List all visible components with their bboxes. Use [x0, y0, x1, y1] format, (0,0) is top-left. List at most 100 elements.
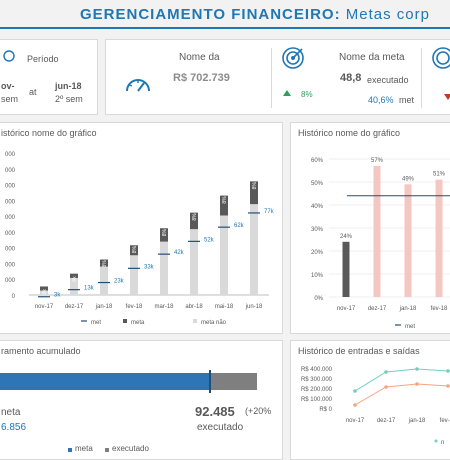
y-tick-label: 000 [5, 215, 16, 221]
bar [342, 241, 350, 297]
bar-stack-label: 8% [252, 182, 258, 190]
y-tick-label: 60% [311, 158, 324, 164]
kpi-goal-pct-right-suffix: met [399, 95, 415, 105]
x-tick-label: mai-18 [215, 304, 234, 310]
x-tick-label: fev-18 [126, 304, 143, 310]
bar-meta [190, 212, 198, 230]
x-tick-label: mar-18 [154, 304, 174, 310]
title-underline [0, 27, 450, 29]
series-point [446, 369, 450, 373]
progress-pct: (+20% [245, 406, 272, 416]
bar-meta-nao [250, 181, 258, 295]
calendar-icon [3, 50, 15, 62]
x-tick-label: dez-17 [368, 306, 387, 312]
kpi-goal-executed-label: executado [367, 75, 409, 85]
bar-meta [100, 259, 108, 267]
bar-stack-label: 8k [42, 289, 48, 295]
right-bar-chart: 0% 10% 20% 30% 40% 50% 60% 24% nov-17 57% dez-17 49… [311, 158, 450, 330]
period-from-bottom[interactable]: sem [1, 94, 19, 104]
kpi-goal-pct-right: 40,6% [368, 95, 394, 105]
series-point [415, 382, 419, 386]
bar-data-label: 52k [204, 237, 215, 243]
y-tick-label: 50% [311, 181, 324, 187]
y-tick-label: 000 [5, 199, 16, 205]
y-tick-label: R$ 200.000 [301, 387, 333, 393]
bar-value-label: 24% [340, 234, 353, 240]
legend-label: met [91, 320, 101, 326]
kpi-divider-2 [421, 48, 422, 108]
period-connector: at [29, 87, 37, 97]
bar-meta-nao [190, 212, 198, 295]
y-tick-label: 000 [5, 184, 16, 190]
bar-stack-label: 8% [192, 213, 198, 221]
legend-label: n [441, 440, 444, 446]
bar-data-label: 3k [54, 293, 61, 299]
x-tick-label: nov-17 [337, 306, 356, 312]
bar-meta [40, 286, 48, 291]
left-chart-panel: istórico nome do gráfico 0 000 000 000 000 00… [0, 122, 283, 334]
y-tick-label: R$ 300.000 [301, 377, 333, 383]
x-tick-label: jan-18 [408, 418, 426, 424]
legend-executed-label: executado [112, 444, 149, 453]
kpi-main-value: R$ 702.739 [173, 72, 230, 84]
legend-swatch [434, 439, 438, 443]
bar-value-label: 57% [371, 158, 384, 164]
period-label: Período [27, 54, 59, 64]
y-tick-label: 000 [5, 247, 16, 253]
progress-meta-label: neta [1, 407, 21, 418]
page-title-light: Metas corp [345, 6, 430, 23]
progress-meta-value: 6.856 [1, 422, 27, 433]
y-tick-label: 10% [311, 273, 324, 279]
bar-stack-label: 8k [72, 276, 78, 282]
legend-label: meta [131, 320, 145, 326]
x-tick-label: nov-17 [35, 304, 54, 310]
bar-meta [130, 245, 138, 256]
x-tick-label: jan-18 [399, 306, 417, 312]
down-arrow-icon [444, 94, 450, 100]
progress-fill [0, 373, 210, 390]
target-icon [282, 47, 304, 69]
y-tick-label: 0 [12, 294, 16, 300]
y-tick-label: 000 [5, 168, 16, 174]
up-arrow-icon [283, 90, 291, 96]
x-tick-label: nov-17 [346, 418, 365, 424]
legend-executed-swatch [105, 448, 109, 452]
bar-data-label: 23k [114, 279, 125, 285]
series-point [353, 389, 357, 393]
kpi-goal-pct-left: 8% [301, 90, 313, 99]
x-tick-label: jun-18 [245, 304, 263, 310]
legend-label: meta não [201, 320, 227, 326]
y-tick-label: R$ 0 [319, 407, 332, 413]
kpi-main-name: Nome da [179, 52, 220, 63]
progress-executed-value: 92.485 [195, 404, 235, 419]
period-to-top[interactable]: jun-18 [55, 81, 82, 91]
kpi-divider [271, 48, 272, 108]
bar-meta-nao [160, 228, 168, 295]
bar-data-label: 13k [84, 286, 95, 292]
period-to-bottom[interactable]: 2º sem [55, 94, 83, 104]
page-title: GERENCIAMENTO FINANCEIRO: Metas corp [80, 6, 430, 23]
period-from-top[interactable]: ov- [1, 81, 15, 91]
right-chart-panel: Histórico nome do gráfico 0% 10% 20% 30% 40%… [290, 122, 450, 334]
left-chart-title: istórico nome do gráfico [1, 128, 97, 138]
line-chart-title: Histórico de entradas e saídas [298, 346, 420, 356]
y-tick-label: 0% [314, 296, 323, 302]
bar-data-label: 62k [234, 223, 245, 229]
y-tick-label: 000 [5, 262, 16, 268]
series-line [354, 368, 449, 392]
bar-stack-label: 8% [102, 260, 108, 268]
bar-data-label: 77k [264, 209, 275, 215]
speedometer-icon [126, 79, 150, 92]
bar-meta-nao [220, 195, 228, 295]
legend-swatch [123, 319, 127, 323]
line-chart-panel: Histórico de entradas e saídas R$ 0 R$ 10… [290, 340, 450, 460]
series-point [384, 370, 388, 374]
bar-data-label: 42k [174, 250, 185, 256]
legend-label: met [405, 324, 415, 330]
bar-stack-label: 8% [222, 196, 228, 204]
kpi-goal-value: 48,8 [340, 72, 362, 84]
x-tick-label: dez-17 [65, 304, 84, 310]
progress-title: ramento acumulado [1, 346, 81, 356]
series-point [353, 403, 357, 407]
bar-meta-nao [70, 273, 78, 295]
